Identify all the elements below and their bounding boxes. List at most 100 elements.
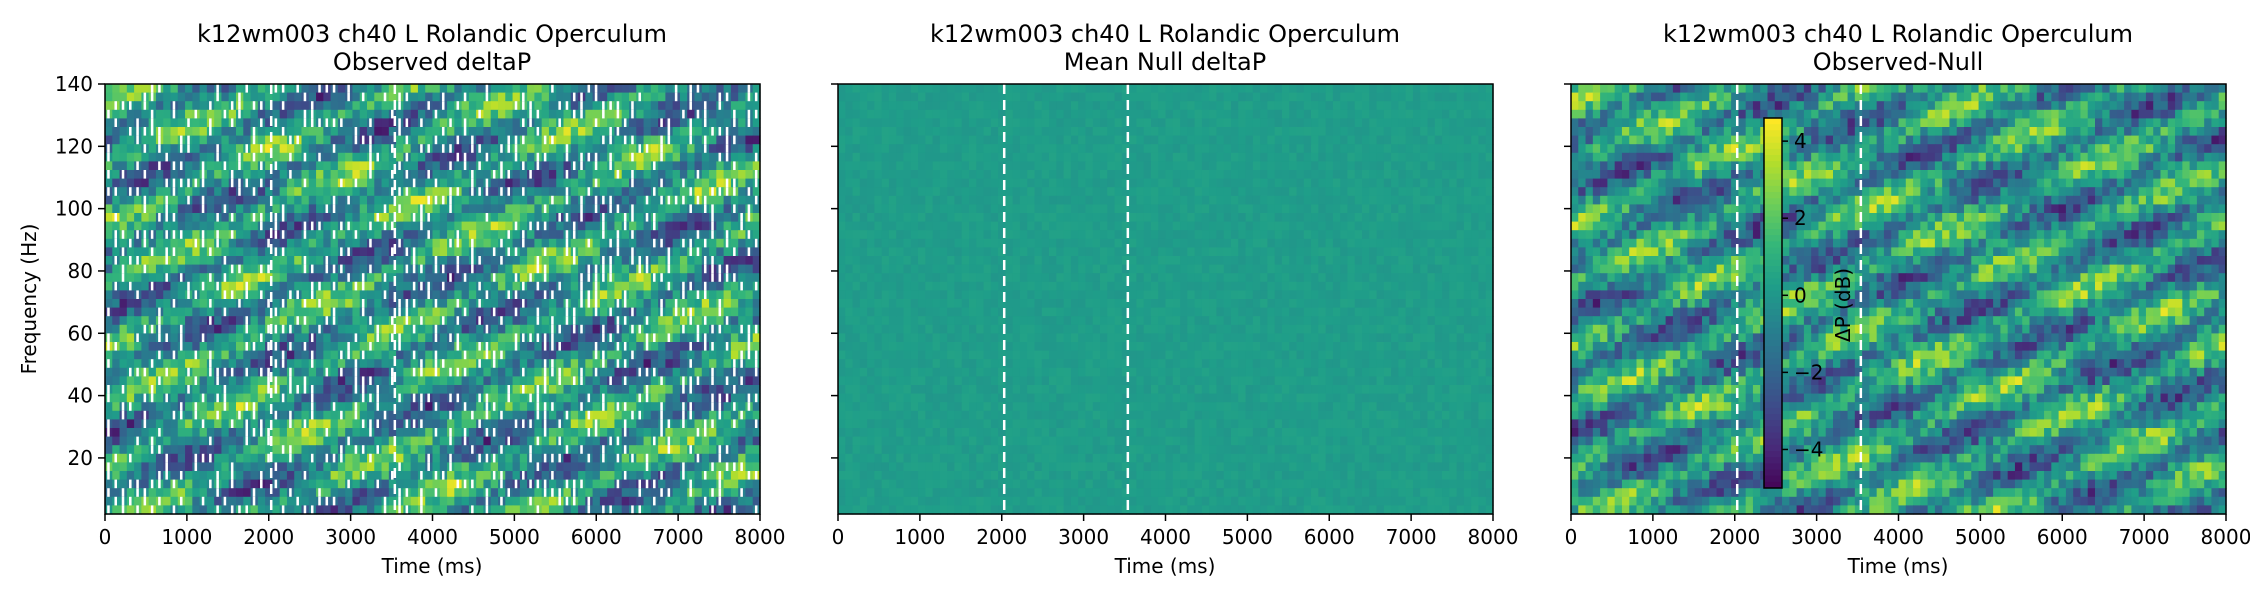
masked-cell	[165, 453, 168, 463]
heatmap-cell	[374, 92, 383, 102]
masked-cell	[580, 376, 583, 386]
heatmap-cell	[490, 204, 499, 214]
masked-cell	[449, 144, 452, 154]
heatmap-cell	[527, 367, 535, 377]
heatmap-cell	[286, 230, 295, 240]
heatmap-cell	[417, 350, 426, 360]
heatmap-cell	[286, 256, 295, 266]
heatmap-cell	[396, 170, 404, 180]
heatmap-cell	[279, 92, 288, 102]
heatmap-cell	[432, 101, 441, 111]
heatmap-cell	[694, 402, 703, 412]
masked-cell	[463, 350, 467, 360]
masked-cell	[492, 350, 496, 360]
heatmap-cell	[308, 213, 317, 223]
heatmap-cell	[498, 385, 506, 395]
heatmap-cell	[141, 316, 150, 326]
heatmap-cell	[337, 84, 346, 94]
masked-cell	[391, 109, 394, 119]
heatmap-cell	[185, 92, 193, 102]
heatmap-cell	[294, 350, 303, 360]
heatmap-cell	[403, 161, 412, 171]
heatmap-cell	[709, 410, 717, 420]
heatmap-cell	[112, 204, 121, 214]
masked-cell	[441, 316, 445, 326]
masked-cell	[747, 324, 751, 334]
heatmap-cell	[425, 238, 434, 248]
heatmap-cell	[396, 221, 404, 231]
heatmap-cell	[498, 333, 506, 343]
heatmap-cell	[490, 213, 499, 223]
heatmap-cell	[519, 316, 528, 326]
heatmap-cell	[527, 135, 535, 145]
masked-cell	[376, 419, 380, 429]
heatmap-cell	[301, 350, 310, 360]
heatmap-cell	[148, 144, 157, 154]
heatmap-cell	[476, 350, 485, 360]
masked-cell	[325, 428, 329, 438]
heatmap-cell	[301, 204, 310, 214]
masked-cell	[725, 238, 729, 248]
heatmap-cell	[461, 316, 470, 326]
heatmap-cell	[119, 436, 128, 446]
masked-cell	[623, 402, 627, 412]
masked-cell	[754, 170, 758, 180]
heatmap-cell	[498, 221, 506, 231]
masked-cell	[230, 290, 234, 300]
heatmap-cell	[308, 127, 317, 137]
masked-cell	[609, 135, 612, 145]
heatmap-cell	[490, 342, 499, 352]
heatmap-cell	[148, 101, 157, 111]
heatmap-cell	[236, 428, 244, 438]
masked-cell	[158, 445, 161, 455]
masked-cell	[143, 170, 147, 180]
heatmap-cell	[505, 367, 514, 377]
heatmap-cell	[119, 299, 128, 309]
heatmap-cell	[505, 316, 514, 326]
heatmap-cell	[498, 273, 506, 283]
heatmap-cell	[185, 324, 193, 334]
masked-cell	[711, 342, 714, 352]
heatmap-cell	[359, 436, 368, 446]
heatmap-cell	[134, 221, 142, 231]
heatmap-cell	[694, 299, 703, 309]
heatmap-cell	[650, 101, 659, 111]
heatmap-cell	[599, 170, 608, 180]
heatmap-cell	[126, 170, 135, 180]
heatmap-cell	[556, 135, 565, 145]
masked-cell	[289, 453, 292, 463]
masked-cell	[536, 316, 540, 326]
heatmap-cell	[119, 195, 128, 205]
heatmap-cell	[155, 101, 164, 111]
heatmap-cell	[228, 135, 237, 145]
masked-cell	[536, 256, 540, 266]
heatmap-cell	[396, 135, 404, 145]
heatmap-cell	[738, 436, 747, 446]
heatmap-cell	[519, 402, 528, 412]
heatmap-cell	[286, 204, 295, 214]
heatmap-cell	[323, 170, 332, 180]
heatmap-cell	[301, 393, 310, 403]
masked-cell	[412, 281, 416, 291]
heatmap-cell	[163, 436, 172, 446]
masked-cell	[689, 307, 692, 317]
masked-cell	[623, 359, 627, 369]
heatmap-cell	[425, 178, 434, 188]
masked-cell	[536, 281, 540, 291]
masked-cell	[718, 187, 722, 197]
heatmap-cell	[141, 281, 150, 291]
heatmap-cell	[301, 290, 310, 300]
masked-cell	[572, 316, 576, 326]
masked-cell	[354, 178, 358, 188]
heatmap-cell	[367, 281, 375, 291]
heatmap-cell	[447, 247, 455, 257]
masked-cell	[565, 213, 569, 223]
heatmap-cell	[432, 342, 441, 352]
heatmap-cell	[716, 333, 725, 343]
heatmap-cell	[243, 350, 252, 360]
masked-cell	[376, 152, 380, 162]
masked-cell	[398, 118, 401, 128]
heatmap-cell	[126, 385, 135, 395]
heatmap-cell	[221, 170, 230, 180]
masked-cell	[616, 402, 620, 412]
